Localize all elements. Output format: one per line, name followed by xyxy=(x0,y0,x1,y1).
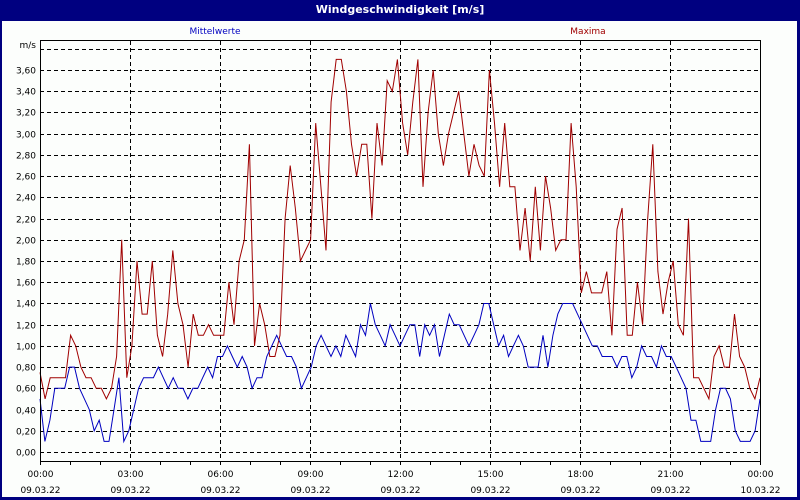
x-tick-date: 09.03.22 xyxy=(200,486,240,496)
y-tick-label: 2,80 xyxy=(16,152,36,162)
y-tick-label: 0,00 xyxy=(16,449,36,459)
legend-mean: Mittelwerte xyxy=(189,27,240,37)
series-mittelwerte-line xyxy=(39,303,761,444)
x-tick-date: 09.03.22 xyxy=(560,486,600,496)
x-tick-time: 06:00 xyxy=(208,470,234,480)
legend-max: Maxima xyxy=(570,27,605,37)
plot-frame xyxy=(40,40,761,462)
x-tick-time: 15:00 xyxy=(478,470,504,480)
y-axis-unit: m/s xyxy=(20,41,37,51)
x-tick-time: 09:00 xyxy=(298,470,324,480)
y-tick-label: 0,80 xyxy=(16,364,36,374)
x-tick-date: 09.03.22 xyxy=(290,486,330,496)
x-tick-date: 09.03.22 xyxy=(650,486,690,496)
y-tick-label: 3,60 xyxy=(16,67,36,77)
y-tick-label: 0,40 xyxy=(16,407,36,417)
x-tick-time: 03:00 xyxy=(118,470,144,480)
y-tick-label: 3,40 xyxy=(16,88,36,98)
x-tick-date: 09.03.22 xyxy=(110,486,150,496)
y-tick-label: 2,20 xyxy=(16,216,36,226)
x-tick-date: 09.03.22 xyxy=(380,486,420,496)
y-tick-label: 0,20 xyxy=(16,428,36,438)
y-tick-label: 2,00 xyxy=(16,237,36,247)
x-tick-time: 18:00 xyxy=(568,470,594,480)
x-tick-date: 09.03.22 xyxy=(470,486,510,496)
y-axis: m/s 0,00 0,20 0,40 0,60 0,80 1,00 1,20 1,40 1,60… xyxy=(16,41,36,459)
y-tick-label: 3,00 xyxy=(16,131,36,141)
y-tick-label: 0,60 xyxy=(16,385,36,395)
y-tick-label: 1,80 xyxy=(16,258,36,268)
x-tick-time: 12:00 xyxy=(388,470,414,480)
x-tick-time: 21:00 xyxy=(658,470,684,480)
x-tick-time: 00:00 xyxy=(28,470,54,480)
x-tick-time: 00:00 xyxy=(748,470,774,480)
y-tick-label: 1,00 xyxy=(16,343,36,353)
x-axis: 00:00 09.03.22 03:00 09.03.22 06:00 09.03.22 0… xyxy=(20,461,781,496)
y-tick-label: 3,20 xyxy=(16,109,36,119)
window-title: Windgeschwindigkeit [m/s] xyxy=(315,3,485,16)
x-tick-date: 10.03.22 xyxy=(740,486,780,496)
y-tick-label: 2,60 xyxy=(16,173,36,183)
y-tick-label: 2,40 xyxy=(16,194,36,204)
y-tick-label: 1,60 xyxy=(16,279,36,289)
chart-canvas xyxy=(2,21,797,497)
y-tick-label: 1,20 xyxy=(16,322,36,332)
y-tick-label: 1,40 xyxy=(16,300,36,310)
grid-lines xyxy=(40,41,760,461)
series-maxima-line xyxy=(39,58,761,401)
x-tick-date: 09.03.22 xyxy=(20,486,60,496)
